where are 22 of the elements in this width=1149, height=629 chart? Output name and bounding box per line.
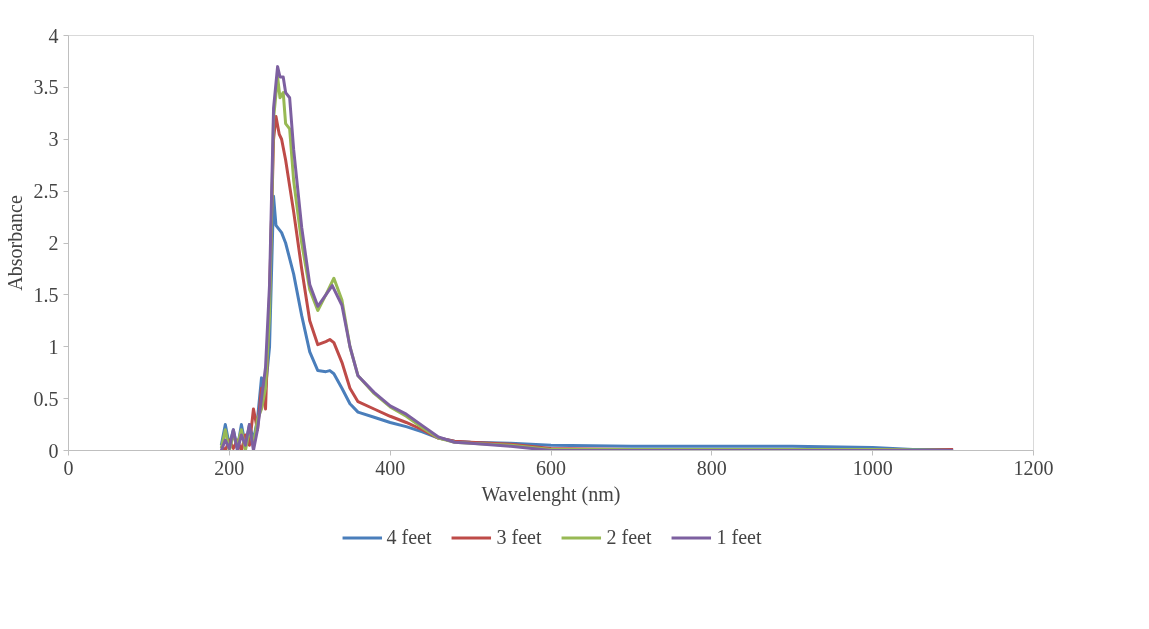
y-tick-label: 2 [48, 232, 59, 254]
x-tick-label: 600 [536, 456, 566, 479]
y-tick-label: 0 [48, 439, 59, 462]
legend-label: 4 feet [386, 525, 432, 549]
y-tick-label: 1.5 [33, 283, 59, 306]
y-tick-label: 2.5 [33, 180, 59, 203]
legend-label: 1 feet [716, 525, 762, 549]
x-tick-label: 200 [214, 456, 245, 479]
legend-label: 3 feet [496, 525, 542, 549]
y-tick-label: 0.5 [33, 387, 59, 410]
y-tick-label: 3 [48, 128, 59, 151]
y-tick-label: 4 [48, 24, 59, 47]
x-tick-label: 1000 [852, 456, 893, 479]
legend-label: 2 feet [606, 525, 652, 549]
x-tick-label: 800 [696, 456, 727, 479]
y-tick-label: 3.5 [33, 76, 59, 99]
x-tick-label: 400 [375, 456, 406, 479]
y-axis-title: Absorbance [3, 195, 26, 291]
x-tick-label: 0 [63, 456, 74, 479]
x-axis-title: Wavelenght (nm) [481, 482, 621, 506]
x-tick-label: 1200 [1013, 456, 1054, 479]
y-tick-label: 1 [48, 335, 59, 358]
